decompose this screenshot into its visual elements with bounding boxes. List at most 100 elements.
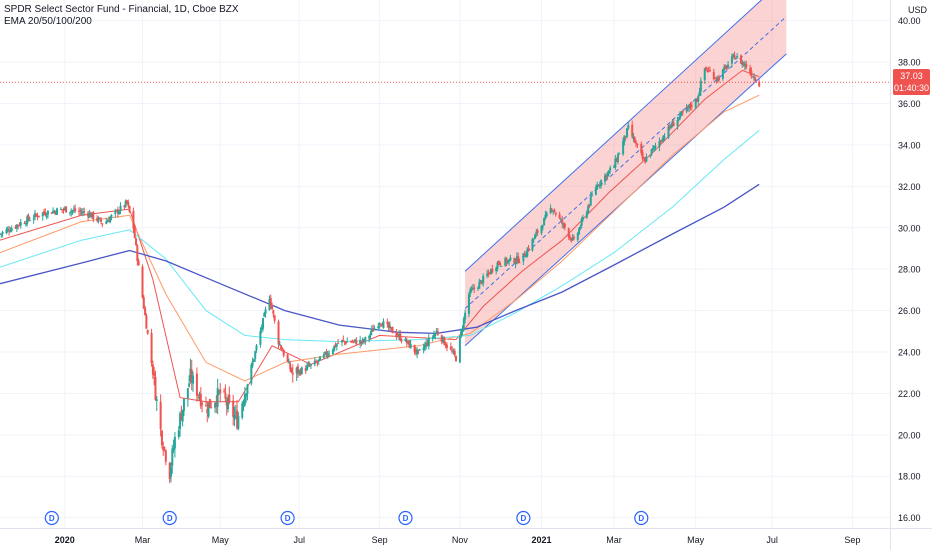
- candle: [6, 226, 9, 233]
- candle: [462, 316, 465, 332]
- candle: [506, 259, 509, 265]
- candle: [432, 330, 435, 339]
- candle: [723, 64, 726, 72]
- candle: [387, 321, 390, 331]
- candle: [486, 269, 489, 279]
- candle: [101, 223, 104, 228]
- candle: [80, 208, 83, 216]
- candle: [335, 343, 338, 351]
- candle: [53, 209, 56, 215]
- candle: [489, 268, 492, 275]
- candle: [133, 225, 136, 239]
- candle: [640, 141, 643, 156]
- candle: [576, 231, 579, 243]
- dividend-marker[interactable]: D: [634, 510, 649, 526]
- candle: [224, 384, 227, 403]
- candle: [381, 322, 384, 327]
- candle: [245, 393, 248, 403]
- candle: [361, 337, 364, 345]
- candle: [451, 346, 454, 354]
- candle: [331, 348, 334, 356]
- dividend-marker[interactable]: D: [516, 510, 531, 526]
- candle: [170, 462, 173, 483]
- candle: [400, 337, 403, 344]
- candle: [207, 402, 210, 419]
- candle: [298, 369, 301, 376]
- candle: [153, 366, 156, 386]
- candle: [352, 340, 355, 344]
- candle: [569, 234, 572, 241]
- candle: [422, 343, 425, 354]
- candle: [150, 328, 153, 367]
- candle: [364, 336, 367, 345]
- candle: [712, 68, 715, 81]
- price-axis[interactable]: 16.00 18.00 20.00 22.00 24.00 26.00 28.00 30.00…: [898, 16, 921, 523]
- candle: [210, 400, 213, 409]
- candle: [322, 352, 325, 360]
- dividend-marker[interactable]: D: [280, 510, 295, 526]
- candle: [261, 317, 264, 332]
- candle: [228, 386, 231, 405]
- candle: [491, 264, 494, 274]
- svg-text:D: D: [403, 514, 409, 523]
- candle: [74, 204, 77, 214]
- candle: [616, 152, 619, 165]
- candle: [477, 286, 480, 291]
- candle: [518, 259, 521, 264]
- candle: [676, 116, 679, 130]
- time-tick-label: 2020: [55, 535, 75, 545]
- ema-100-line: [0, 130, 760, 343]
- candle: [473, 284, 476, 294]
- regression-channel[interactable]: [464, 0, 787, 347]
- candle: [132, 207, 135, 233]
- candle: [63, 206, 66, 211]
- dividend-marker[interactable]: D: [44, 510, 59, 526]
- candle: [685, 104, 688, 114]
- time-axis[interactable]: 2020 Mar May Jul Sep Nov 2021 Mar May Jul Sep: [55, 535, 861, 545]
- candle: [618, 152, 621, 155]
- candle: [527, 244, 530, 252]
- candle: [260, 324, 263, 334]
- price-tick-label: 16.00: [898, 513, 921, 523]
- candle: [733, 51, 736, 60]
- candle: [613, 164, 616, 168]
- candle: [453, 348, 456, 358]
- ema-50-line: [0, 94, 760, 382]
- dividend-marker[interactable]: D: [398, 510, 413, 526]
- candle: [730, 53, 733, 68]
- candle: [255, 343, 258, 353]
- candle: [350, 340, 353, 343]
- candle: [9, 227, 12, 233]
- price-tick-label: 38.00: [898, 58, 921, 68]
- time-tick-label: May: [687, 535, 705, 545]
- candle: [251, 357, 254, 369]
- candle: [395, 329, 398, 340]
- candle: [690, 101, 693, 111]
- candle: [445, 342, 448, 352]
- candle: [552, 209, 555, 215]
- time-tick-label: Nov: [452, 535, 469, 545]
- candle: [273, 314, 276, 324]
- candle: [346, 337, 349, 343]
- candle: [116, 206, 119, 218]
- price-tick-label: 26.00: [898, 306, 921, 316]
- candle: [360, 340, 363, 347]
- candle: [707, 66, 710, 73]
- candle: [536, 228, 539, 236]
- candle: [578, 226, 581, 236]
- candle: [17, 224, 20, 230]
- candle: [264, 306, 267, 318]
- candle: [460, 328, 463, 338]
- candle: [379, 323, 382, 328]
- candle: [96, 215, 99, 223]
- candle: [378, 322, 381, 329]
- candle: [614, 155, 617, 170]
- candle: [496, 261, 499, 272]
- candle: [271, 302, 274, 310]
- candle: [750, 67, 753, 79]
- dividend-marker[interactable]: D: [162, 510, 177, 526]
- candle: [136, 243, 139, 266]
- candle: [246, 383, 249, 401]
